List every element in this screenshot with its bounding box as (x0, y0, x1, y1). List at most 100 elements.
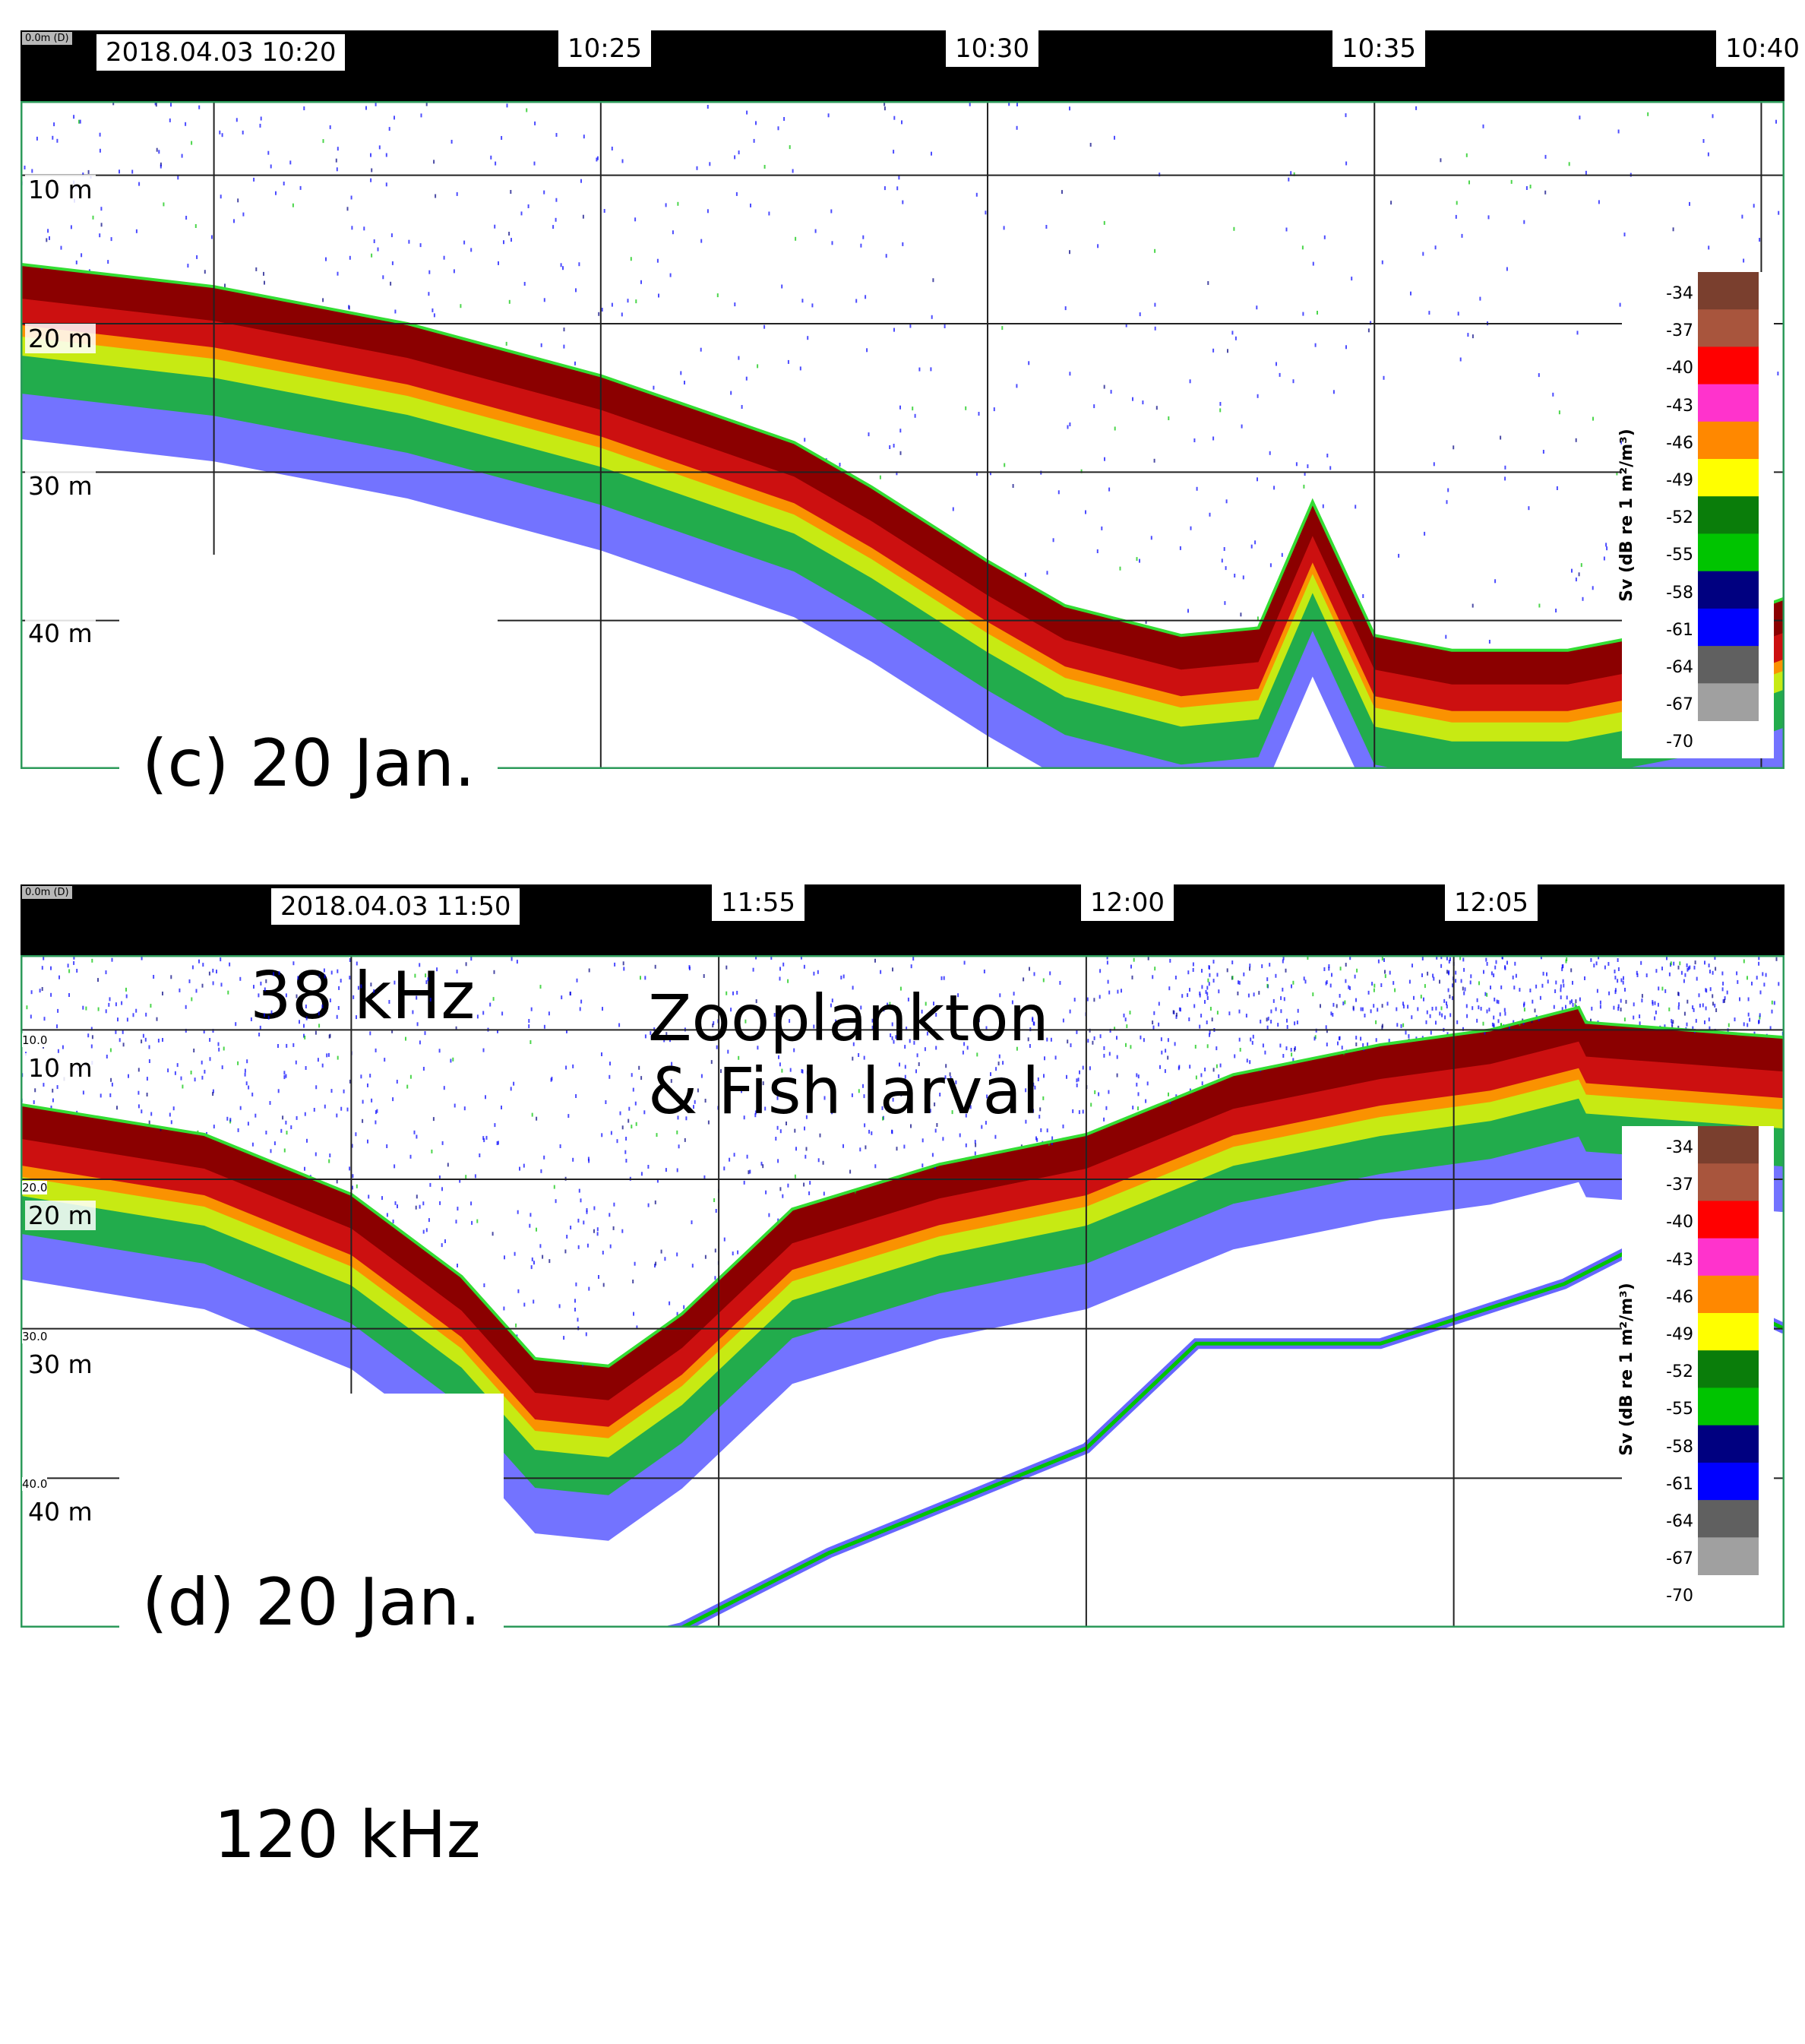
scatter-point (1540, 955, 1542, 960)
scatter-point (1598, 200, 1600, 204)
scatter-point (755, 955, 757, 960)
scatter-point (863, 1055, 865, 1060)
scatter-point (1215, 1064, 1218, 1068)
scatter-point (286, 1131, 288, 1135)
scatter-point (1212, 1068, 1215, 1072)
scatter-point (654, 1264, 656, 1268)
scatter-point (1207, 281, 1209, 285)
scatter-point (871, 1018, 874, 1023)
scatter-point (1323, 235, 1326, 239)
scatter-point (1377, 959, 1380, 963)
scatter-point (753, 138, 755, 143)
scatter-point (305, 1005, 307, 1009)
scatter-point (697, 1088, 699, 1093)
scatter-point (267, 1015, 270, 1020)
scatter-point (1699, 1003, 1701, 1008)
scatter-point (33, 1100, 35, 1104)
scatter-point (1098, 1092, 1100, 1096)
scatter-point (1130, 1045, 1132, 1049)
scatter-point (640, 1172, 643, 1176)
scatter-point (503, 1306, 505, 1311)
scatter-point (1239, 1048, 1241, 1052)
scatter-point (1294, 1046, 1296, 1050)
scatter-point (1033, 972, 1035, 976)
scatter-point (1069, 106, 1070, 111)
scatter-point (431, 1149, 433, 1153)
scatter-point (1246, 1058, 1248, 1063)
scatter-point (817, 970, 819, 974)
scatter-point (1290, 171, 1292, 176)
time-label-start: 2018.04.03 10:20 (96, 34, 346, 71)
scatter-point (1221, 558, 1223, 563)
scatter-point (1361, 1007, 1364, 1011)
scatter-point (1209, 1007, 1212, 1011)
scatter-point (1154, 967, 1156, 971)
scatter-point (563, 344, 565, 349)
scatter-point (201, 983, 204, 988)
scatter-point (596, 157, 598, 162)
scatter-point (1430, 1030, 1432, 1035)
scatter-point (229, 962, 231, 967)
scatter-point (1257, 616, 1259, 621)
scatter-point (929, 1109, 931, 1113)
scatter-point (884, 106, 886, 111)
scatter-point (543, 1024, 545, 1029)
scatter-point (605, 1100, 607, 1104)
scatter-point (921, 1138, 924, 1143)
annotation-line2: & Fish larval (648, 1054, 1040, 1128)
scatter-point (621, 1125, 624, 1130)
scatter-point (283, 1075, 286, 1080)
scatter-point (394, 1164, 396, 1169)
scatter-point (435, 194, 437, 198)
scatter-point (1273, 486, 1276, 490)
scatter-point (610, 1131, 612, 1135)
scatter-point (789, 145, 791, 150)
scatter-point (1672, 1020, 1674, 1024)
scatter-point (144, 1037, 147, 1042)
scatter-point (1381, 1004, 1383, 1008)
scatter-point (792, 169, 794, 173)
scatter-point (490, 155, 492, 160)
scatter-point (138, 182, 141, 186)
scatter-point (536, 1116, 538, 1121)
scatter-point (1778, 210, 1780, 215)
scatter-point (955, 1080, 957, 1084)
scatter-point (598, 312, 600, 316)
scatter-point (1125, 1043, 1127, 1047)
scatter-point (1556, 486, 1558, 490)
scatter-point (1139, 558, 1140, 563)
scatter-point (111, 957, 113, 962)
scatter-point (712, 1024, 714, 1028)
scatter-point (945, 1064, 947, 1068)
scatter-point (1332, 390, 1335, 394)
scatter-point (259, 123, 261, 128)
scatter-point (1486, 1009, 1488, 1014)
scatter-point (227, 990, 229, 995)
scatter-point (1139, 312, 1141, 317)
scatter-point (258, 1033, 261, 1036)
scatter-point (1704, 1020, 1705, 1024)
scatter-point (174, 1071, 176, 1075)
scatter-point (789, 1019, 791, 1024)
scatter-point (321, 1005, 324, 1008)
scatter-point (912, 407, 914, 411)
scatter-point (1209, 1030, 1211, 1035)
scatter-point (638, 1065, 640, 1070)
scatter-point (470, 248, 473, 252)
scatter-point (1617, 129, 1620, 134)
scatter-point (1645, 973, 1648, 978)
scatter-point (1069, 372, 1071, 376)
scatter-point (1664, 989, 1667, 993)
scatter-point (492, 1232, 494, 1236)
scatter-point (73, 960, 75, 965)
scatter-point (1432, 973, 1434, 978)
scatter-point (560, 263, 562, 267)
scatter-point (1560, 984, 1562, 989)
scatter-point (640, 976, 641, 980)
scatter-point (1116, 1073, 1118, 1077)
scatter-point (533, 1299, 535, 1304)
scatter-point (1538, 373, 1540, 378)
scatter-point (1599, 1005, 1601, 1009)
scatter-point (264, 987, 266, 992)
scatter-point (1472, 334, 1474, 339)
